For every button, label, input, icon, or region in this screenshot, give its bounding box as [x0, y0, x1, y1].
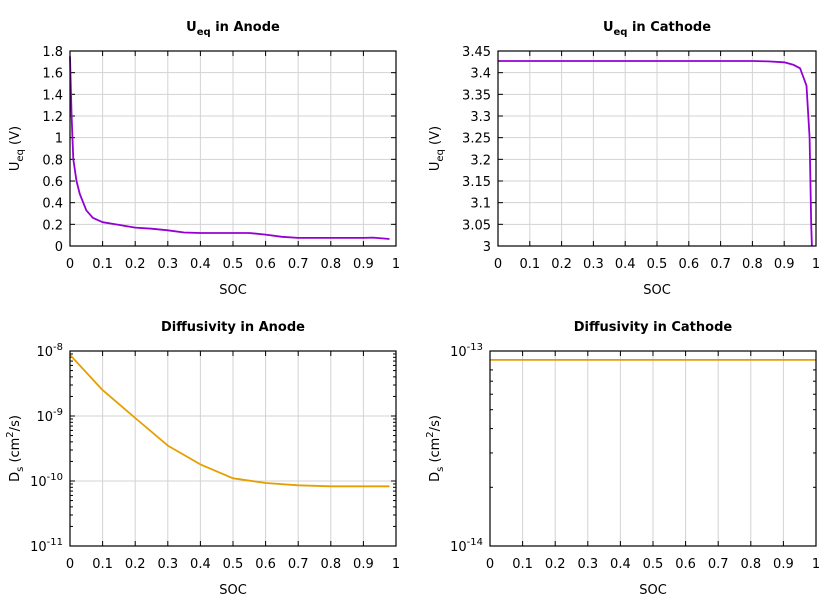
plot-title: Diffusivity in Anode — [161, 320, 305, 335]
y-tick-label: 1.8 — [42, 45, 63, 60]
x-tick-label: 0.8 — [320, 557, 341, 572]
y-tick-label: 3.35 — [462, 88, 491, 103]
y-tick-label: 3.2 — [470, 153, 491, 168]
x-tick-label: 0.2 — [125, 257, 146, 272]
plot-title: Ueq in Anode — [186, 20, 280, 38]
y-tick-label: 10-9 — [36, 407, 63, 425]
y-axis-label: Ueq (V) — [8, 126, 26, 171]
plot-title: Ueq in Cathode — [603, 20, 711, 38]
x-tick-label: 0.3 — [157, 557, 178, 572]
y-tick-label: 0 — [55, 240, 63, 255]
y-tick-label: 10-8 — [36, 342, 63, 360]
x-tick-label: 0 — [66, 257, 74, 272]
x-tick-label: 0 — [494, 257, 502, 272]
x-tick-label: 0.7 — [288, 257, 309, 272]
y-tick-label: 10-10 — [30, 472, 63, 490]
y-tick-label: 0.6 — [42, 175, 63, 190]
x-tick-label: 0.6 — [255, 257, 276, 272]
x-tick-label: 0.9 — [353, 257, 374, 272]
x-tick-label: 0.3 — [577, 557, 598, 572]
y-axis-label: Ds (cm2/s) — [425, 415, 446, 482]
x-tick-label: 0.9 — [773, 557, 794, 572]
subplot-1: 0 0.1 0.2 0.3 0.4 0.5 0.6 0.7 0.8 0.9 1 0 0.2 0.4 0.6 0… — [8, 20, 400, 298]
x-tick-label: 0.7 — [710, 257, 731, 272]
y-tick-label: 10-14 — [450, 537, 483, 555]
y-tick-label: 0.4 — [42, 197, 63, 212]
y-tick-label: 3.05 — [462, 218, 491, 233]
x-tick-label: 1 — [392, 257, 400, 272]
y-tick-label: 1.6 — [42, 67, 63, 82]
x-tick-label: 0.4 — [615, 257, 636, 272]
series-line — [498, 60, 813, 247]
y-axis-label: Ds (cm2/s) — [5, 415, 26, 482]
x-tick-label: 0.7 — [708, 557, 729, 572]
x-tick-label: 0.1 — [519, 257, 540, 272]
x-axis-label: SOC — [219, 283, 247, 298]
x-tick-label: 0.6 — [675, 557, 696, 572]
plot-border — [69, 50, 397, 247]
y-tick-label: 1.4 — [42, 88, 63, 103]
y-tick-label: 10-13 — [450, 342, 483, 360]
x-tick-label: 0.2 — [545, 557, 566, 572]
x-tick-label: 1 — [812, 557, 820, 572]
y-tick-label: 3 — [483, 240, 491, 255]
y-tick-label: 3.45 — [462, 45, 491, 60]
y-tick-label: 10-11 — [30, 537, 63, 555]
plot-border — [69, 350, 397, 547]
x-tick-label: 0.4 — [190, 257, 211, 272]
x-tick-label: 0.8 — [320, 257, 341, 272]
plot-title: Diffusivity in Cathode — [574, 320, 733, 335]
y-tick-label: 3.15 — [462, 175, 491, 190]
subplot-2: 0 0.1 0.2 0.3 0.4 0.5 0.6 0.7 0.8 0.9 1 3 3.05 3.1 3.1… — [428, 20, 820, 298]
y-axis-label: Ueq (V) — [428, 126, 446, 171]
x-tick-label: 0.1 — [92, 557, 113, 572]
series-line — [69, 354, 390, 488]
x-tick-label: 0.8 — [742, 257, 763, 272]
x-axis-label: SOC — [639, 583, 667, 598]
plot-border — [497, 50, 817, 247]
y-tick-label: 3.4 — [470, 67, 491, 82]
x-tick-label: 0.9 — [353, 557, 374, 572]
y-tick-label: 3.3 — [470, 110, 491, 125]
y-tick-label: 3.1 — [470, 197, 491, 212]
x-tick-label: 0.2 — [551, 257, 572, 272]
subplot-3: 0 0.1 0.2 0.3 0.4 0.5 0.6 0.7 0.8 0.9 1 10-11 10-10 1… — [5, 320, 400, 598]
x-tick-label: 0.4 — [610, 557, 631, 572]
x-axis-label: SOC — [219, 583, 247, 598]
x-tick-label: 0.9 — [774, 257, 795, 272]
x-tick-label: 0.1 — [512, 557, 533, 572]
x-tick-label: 0 — [66, 557, 74, 572]
plot-border — [489, 350, 817, 547]
x-tick-label: 0.7 — [288, 557, 309, 572]
series-line — [69, 56, 390, 240]
x-tick-label: 0.5 — [223, 557, 244, 572]
y-tick-label: 0.2 — [42, 218, 63, 233]
x-tick-label: 0.6 — [255, 557, 276, 572]
x-tick-label: 0.5 — [647, 257, 668, 272]
x-tick-label: 1 — [392, 557, 400, 572]
subplot-4: 0 0.1 0.2 0.3 0.4 0.5 0.6 0.7 0.8 0.9 1 10-14 10-13 D… — [425, 320, 820, 598]
x-tick-label: 0.4 — [190, 557, 211, 572]
x-tick-label: 0.8 — [740, 557, 761, 572]
x-tick-label: 0 — [486, 557, 494, 572]
x-tick-label: 0.3 — [583, 257, 604, 272]
x-tick-label: 0.1 — [92, 257, 113, 272]
y-tick-label: 0.8 — [42, 153, 63, 168]
x-tick-label: 0.6 — [678, 257, 699, 272]
y-tick-label: 1 — [55, 132, 63, 147]
y-tick-label: 1.2 — [42, 110, 63, 125]
x-tick-label: 0.5 — [643, 557, 664, 572]
x-axis-label: SOC — [643, 283, 671, 298]
y-tick-label: 3.25 — [462, 132, 491, 147]
x-tick-label: 1 — [812, 257, 820, 272]
x-tick-label: 0.2 — [125, 557, 146, 572]
x-tick-label: 0.5 — [223, 257, 244, 272]
x-tick-label: 0.3 — [157, 257, 178, 272]
